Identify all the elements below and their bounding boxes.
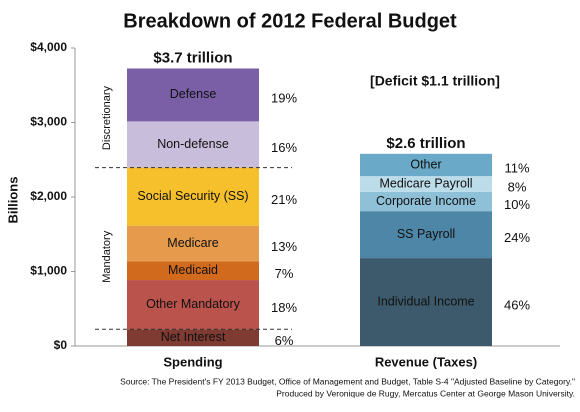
y-tick-label: $1,000 — [30, 264, 67, 278]
y-tick-label: $4,000 — [30, 40, 67, 54]
bar-segment — [360, 211, 492, 259]
group-label: Discretionary — [101, 85, 113, 150]
segment-label: SS Payroll — [397, 227, 455, 241]
segment-label: Medicaid — [168, 263, 218, 277]
share-label: 11% — [504, 160, 529, 175]
bar-segment — [127, 280, 259, 330]
share-label: 7% — [275, 266, 294, 281]
bar-segment — [360, 191, 492, 212]
bar-segment — [360, 258, 492, 346]
share-label: 6% — [275, 333, 294, 348]
share-label: 16% — [271, 140, 297, 155]
chart-title: Breakdown of 2012 Federal Budget — [123, 10, 457, 32]
x-tick-label: Spending — [163, 354, 222, 369]
bar-total: $2.6 trillion — [386, 135, 465, 152]
source: Source: The President's FY 2013 Budget, … — [120, 376, 575, 386]
bar-segment — [127, 167, 259, 226]
share-label: 10% — [504, 197, 530, 212]
y-tick-label: $0 — [54, 338, 68, 352]
segment-label: Corporate Income — [376, 194, 476, 208]
share-label: 21% — [271, 192, 297, 207]
share-label: 46% — [504, 297, 530, 312]
bar-segment — [360, 176, 492, 192]
segment-label: Individual Income — [377, 294, 474, 308]
share-label: 13% — [271, 239, 297, 254]
bar-segment — [127, 329, 259, 346]
segment-label: Social Security (SS) — [137, 189, 248, 203]
y-tick-label: $3,000 — [30, 115, 67, 129]
x-tick-label: Revenue (Taxes) — [375, 354, 477, 369]
group-label: Mandatory — [101, 230, 113, 282]
source: Produced by Veronique de Rugy, Mercatus … — [276, 388, 575, 398]
segment-label: Medicare — [167, 236, 218, 250]
share-label: 8% — [508, 179, 527, 194]
segment-label: Defense — [170, 87, 217, 101]
segment-label: Other — [410, 157, 441, 171]
bar-segment — [127, 121, 259, 168]
share-label: 18% — [271, 300, 297, 315]
segment-label: Other Mandatory — [146, 297, 241, 311]
bar-segment — [127, 261, 259, 281]
y-tick-label: $2,000 — [30, 189, 67, 203]
segment-label: Non-defense — [157, 137, 229, 151]
annotation: [Deficit $1.1 trillion] — [370, 73, 500, 89]
segment-label: Net Interest — [161, 330, 226, 344]
share-label: 24% — [504, 230, 530, 245]
share-label: 19% — [271, 90, 297, 105]
bar-segment — [127, 68, 259, 122]
y-axis-title: Billions — [5, 177, 20, 224]
bar-segment — [127, 225, 259, 262]
bar-total: $3.7 trillion — [153, 49, 232, 66]
segment-label: Medicare Payroll — [379, 176, 472, 190]
bar-segment — [360, 153, 492, 177]
